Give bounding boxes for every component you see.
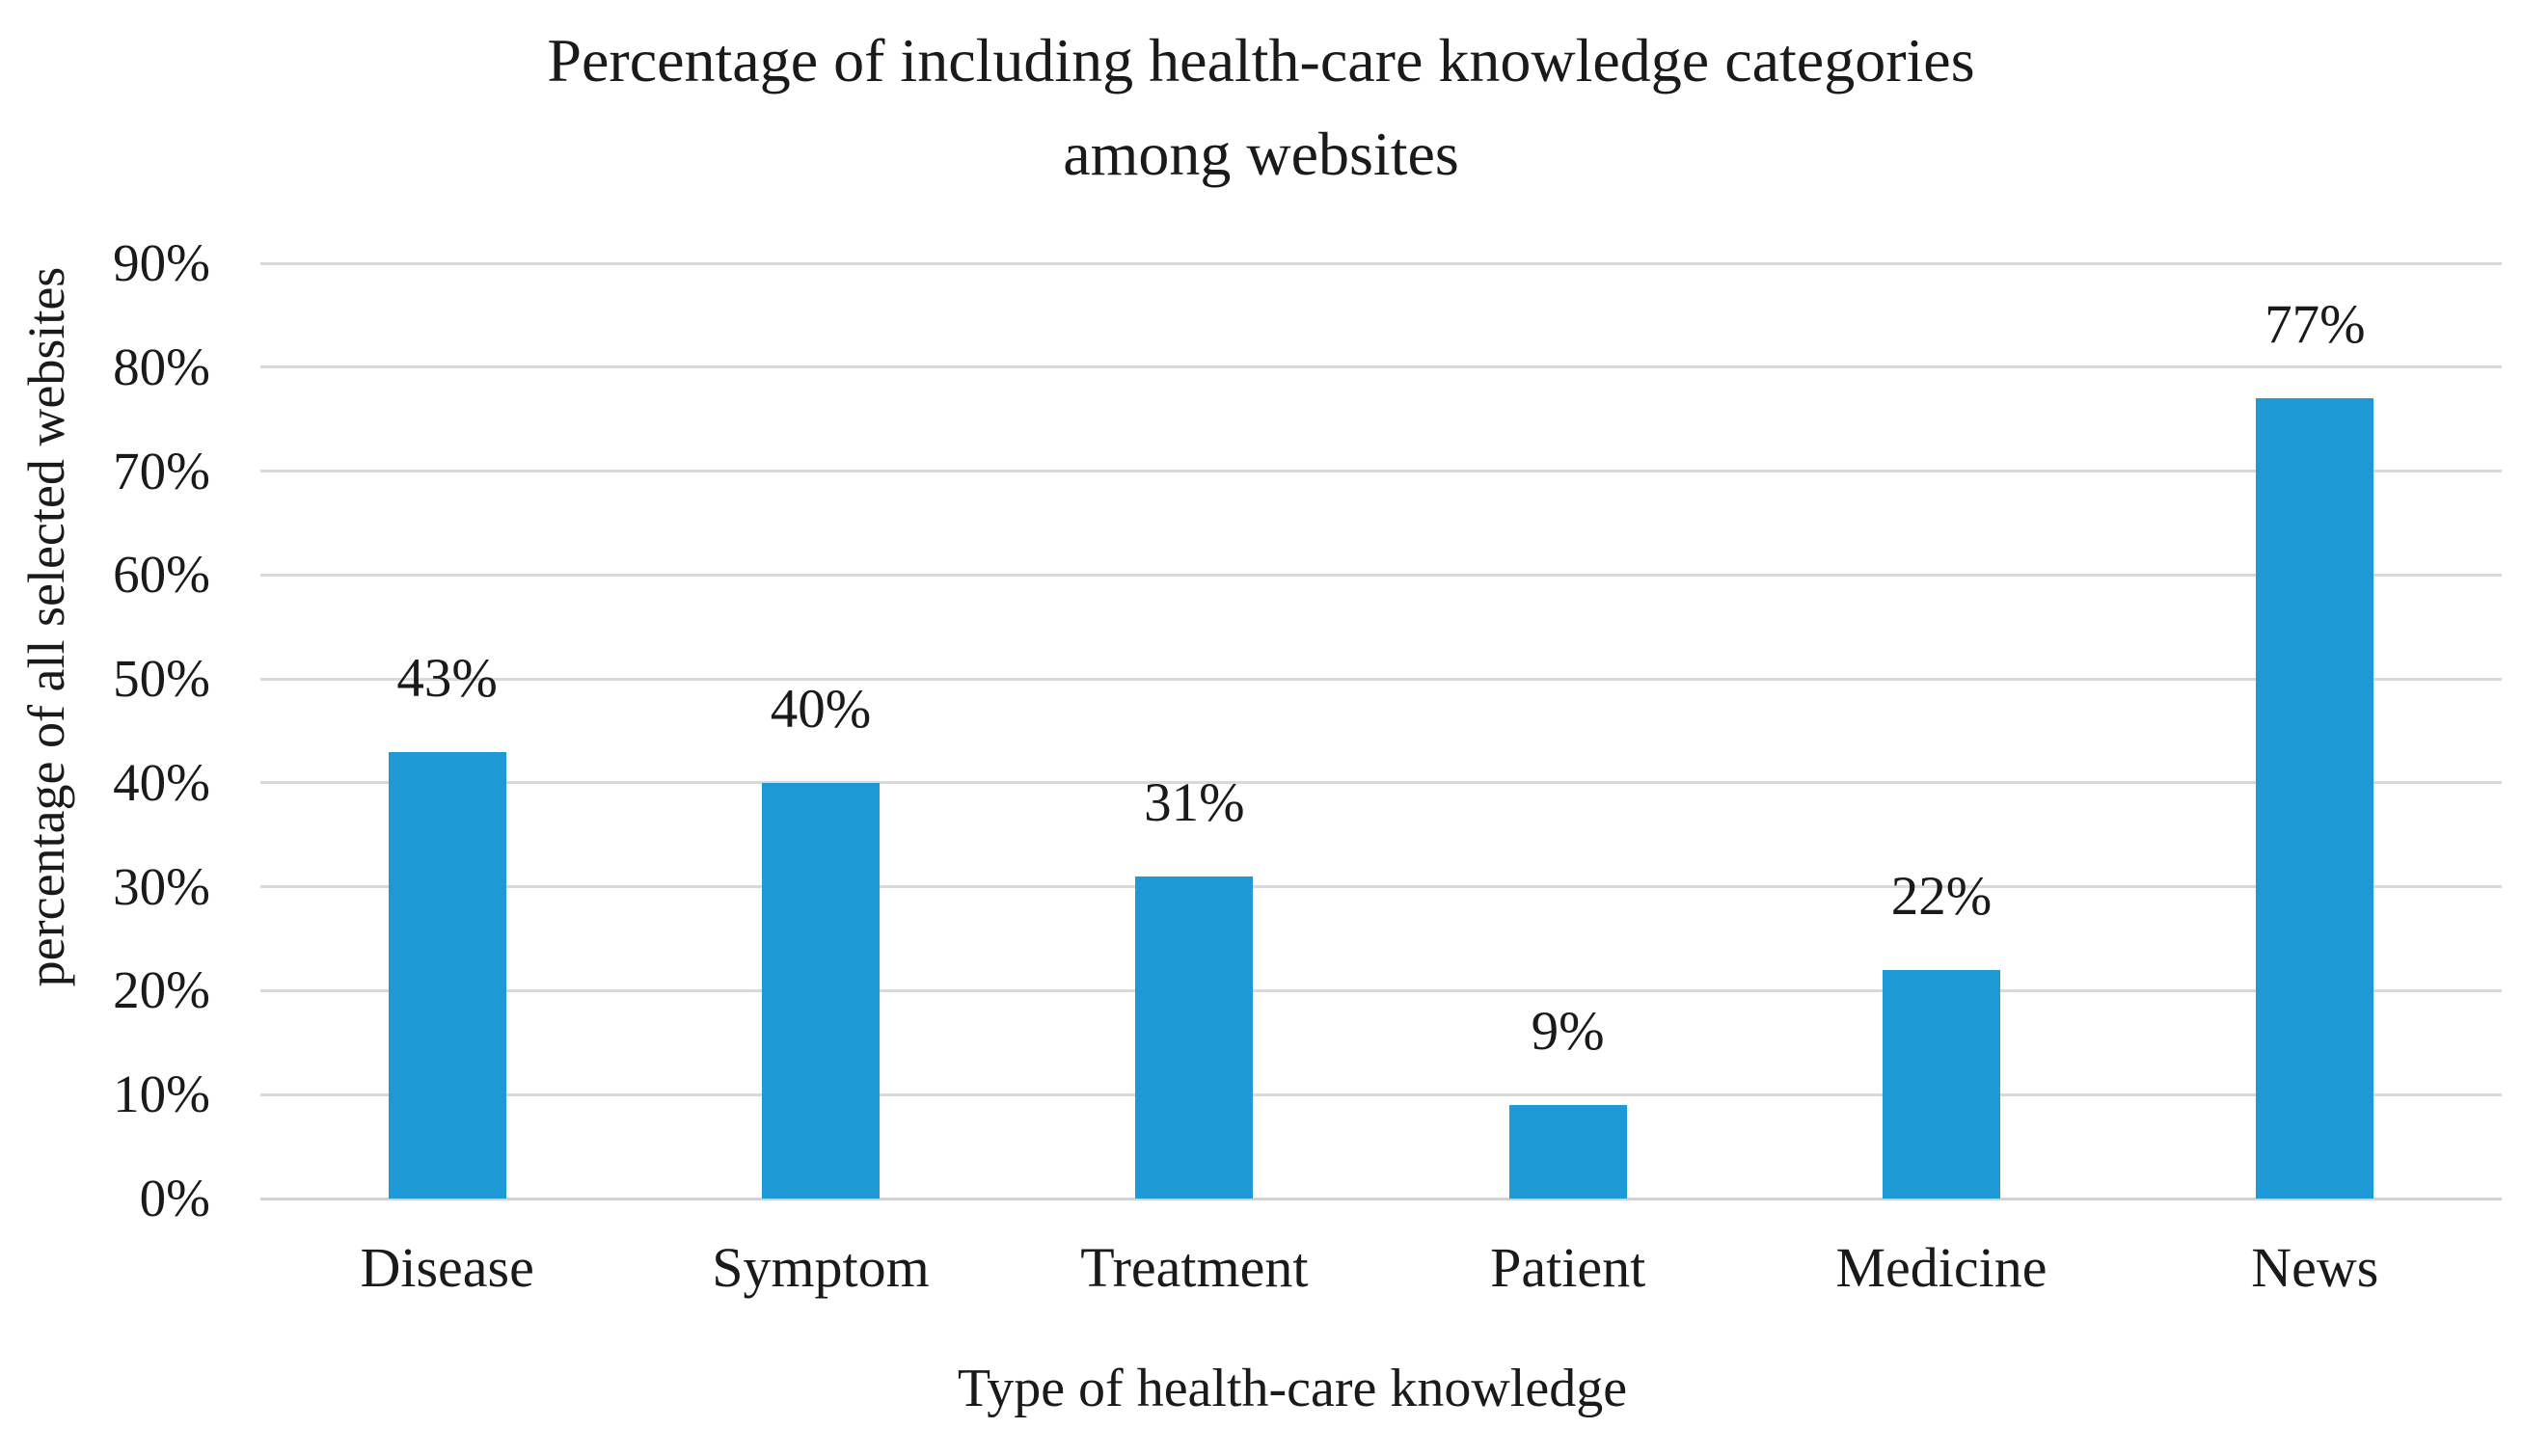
bar-symptom [762, 782, 880, 1199]
bar-value-label-treatment: 31% [1144, 771, 1245, 833]
x-tick-label-disease: Disease [360, 1236, 534, 1299]
gridline-10 [260, 1092, 2502, 1096]
gridline-90 [260, 261, 2502, 265]
bar-value-label-symptom: 40% [770, 678, 872, 740]
chart-title-line-1: Percentage of including health-care know… [547, 26, 1975, 94]
gridline-0 [260, 1197, 2502, 1200]
chart-title: Percentage of including health-care know… [0, 13, 2522, 201]
x-tick-label-medicine: Medicine [1835, 1236, 2047, 1299]
y-tick-label-70: 70% [113, 441, 210, 500]
x-tick-label-symptom: Symptom [712, 1236, 930, 1299]
y-tick-label-50: 50% [113, 649, 210, 709]
x-tick-label-patient: Patient [1490, 1236, 1646, 1299]
bar-value-label-medicine: 22% [1890, 865, 1993, 927]
bar-news [2256, 398, 2374, 1199]
gridline-50 [260, 677, 2502, 681]
y-tick-label-90: 90% [113, 233, 210, 292]
y-tick-label-10: 10% [113, 1065, 210, 1124]
x-axis-title: Type of health-care knowledge [957, 1359, 1628, 1418]
y-tick-label-0: 0% [139, 1169, 210, 1227]
gridline-20 [260, 988, 2502, 992]
y-tick-label-60: 60% [113, 545, 210, 605]
gridline-80 [260, 365, 2502, 369]
y-tick-label-80: 80% [113, 337, 210, 396]
plot-area: 43% 40% 31% 9% 22% 77% [260, 261, 2502, 1200]
bar-value-label-patient: 9% [1531, 1001, 1605, 1062]
gridline-40 [260, 781, 2502, 785]
gridline-30 [260, 885, 2502, 889]
x-tick-label-news: News [2251, 1236, 2379, 1299]
bar-disease [388, 751, 506, 1199]
gridline-70 [260, 470, 2502, 473]
bar-treatment [1135, 876, 1254, 1199]
bar-value-label-news: 77% [2264, 294, 2366, 356]
y-tick-label-30: 30% [113, 856, 210, 916]
x-tick-label-treatment: Treatment [1080, 1236, 1309, 1299]
gridline-60 [260, 573, 2502, 577]
chart-title-line-2: among websites [1063, 120, 1459, 188]
y-tick-label-40: 40% [113, 752, 210, 812]
y-tick-label-20: 20% [113, 960, 210, 1020]
bar-value-label-disease: 43% [396, 647, 498, 709]
bar-medicine [1883, 969, 2000, 1199]
bar-patient [1508, 1105, 1627, 1199]
